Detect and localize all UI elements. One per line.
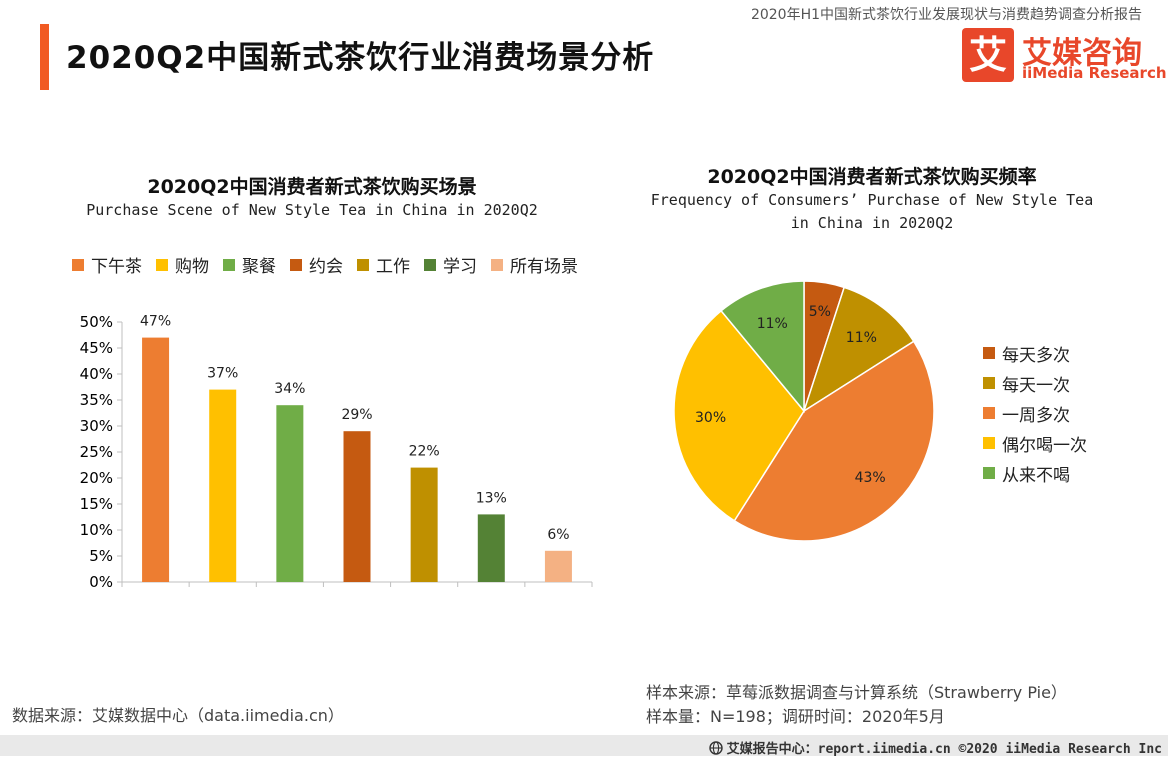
bar-value-label: 37%	[207, 366, 238, 382]
legend-swatch	[983, 437, 995, 449]
y-tick-label: 15%	[80, 495, 113, 513]
legend-swatch	[424, 258, 436, 271]
bar-chart-subtitle: Purchase Scene of New Style Tea in China…	[86, 201, 538, 219]
y-tick-label: 10%	[80, 521, 113, 539]
bar-value-label: 34%	[274, 381, 305, 397]
pie-chart-title: 2020Q2中国消费者新式茶饮购买频率	[707, 166, 1037, 188]
legend-item: 聚餐	[223, 252, 276, 277]
legend-swatch	[983, 407, 995, 419]
legend-swatch	[357, 258, 369, 271]
bar-chart-title: 2020Q2中国消费者新式茶饮购买场景	[147, 176, 477, 198]
y-tick-label: 45%	[80, 339, 113, 357]
sample-size: 样本量：N=198；调研时间：2020年5月	[646, 707, 945, 726]
pie-slice-每天一次	[802, 286, 915, 413]
legend-label: 下午茶	[91, 257, 142, 277]
bar-购物	[209, 389, 237, 582]
y-tick-label: 30%	[80, 417, 113, 435]
bar-value-label: 29%	[341, 407, 372, 423]
y-tick-label: 35%	[80, 391, 113, 409]
bar-chart-legend: 下午茶 购物 聚餐 约会 工作 学习 所有场景	[72, 252, 578, 277]
bar-学习	[477, 514, 505, 582]
y-tick-label: 40%	[80, 365, 113, 383]
pie-legend-item: 每天多次	[983, 338, 1087, 368]
pie-chart-subtitle-line1: Frequency of Consumers’ Purchase of New …	[650, 191, 1094, 209]
legend-label: 约会	[309, 257, 343, 277]
y-tick-label: 50%	[80, 313, 113, 331]
pie-chart-subtitle-line2: in China in 2020Q2	[790, 214, 954, 232]
y-tick-label: 0%	[89, 573, 113, 591]
legend-item: 所有场景	[491, 252, 578, 277]
pie-legend-item: 偶尔喝一次	[983, 428, 1087, 458]
bottom-credit-text: 艾媒报告中心：report.iimedia.cn ©2020 iiMedia R…	[726, 742, 1162, 757]
legend-label: 一周多次	[1002, 405, 1070, 426]
bar-聚餐	[276, 405, 304, 582]
pie-value-label: 11%	[757, 316, 788, 332]
logo-mark: 艾	[962, 28, 1014, 82]
bottom-credit: 艾媒报告中心：report.iimedia.cn ©2020 iiMedia R…	[708, 738, 1162, 757]
legend-item: 约会	[290, 252, 343, 277]
legend-label: 每天一次	[1002, 375, 1070, 396]
bar-chart: 0% 5% 10% 15% 20% 25% 30% 35% 40% 45% 50% 47% 37% 34%…	[80, 313, 593, 591]
legend-swatch	[223, 258, 235, 271]
iimedia-logo: 艾 艾媒咨询 iiMedia Research	[962, 28, 1167, 84]
bottom-bar	[0, 735, 1168, 756]
legend-item: 购物	[156, 252, 209, 277]
pie-legend-item: 每天一次	[983, 368, 1087, 398]
bar-value-label: 47%	[140, 314, 171, 330]
pie-slice-一周多次	[733, 340, 935, 542]
legend-swatch	[983, 467, 995, 479]
legend-swatch	[72, 258, 84, 271]
pie-value-label: 30%	[695, 410, 726, 426]
legend-item: 下午茶	[72, 252, 142, 277]
report-title: 2020年H1中国新式茶饮行业发展现状与消费趋势调查分析报告	[750, 7, 1142, 23]
bar-所有场景	[544, 550, 572, 582]
legend-swatch	[156, 258, 168, 271]
bar-value-label: 13%	[476, 490, 507, 506]
pie-chart: 5% 11% 43% 30% 11%	[673, 280, 935, 542]
pie-slice-偶尔喝一次	[673, 309, 805, 522]
page-title: 2020Q2中国新式茶饮行业消费场景分析	[66, 40, 655, 76]
legend-swatch	[491, 258, 503, 271]
logo-name-cn: 艾媒咨询	[1022, 36, 1142, 71]
pie-value-label: 5%	[809, 304, 831, 320]
y-tick-label: 5%	[89, 547, 113, 565]
pie-legend-item: 一周多次	[983, 398, 1087, 428]
sample-source: 样本来源：草莓派数据调查与计算系统（Strawberry Pie）	[646, 683, 1067, 702]
pie-value-label: 43%	[855, 470, 886, 486]
y-tick-label: 25%	[80, 443, 113, 461]
y-tick-label: 20%	[80, 469, 113, 487]
bar-约会	[343, 431, 371, 582]
pie-value-label: 11%	[846, 330, 877, 346]
legend-label: 学习	[443, 257, 477, 277]
pie-slice-从来不喝	[720, 280, 805, 414]
data-source: 数据来源：艾媒数据中心（data.iimedia.cn）	[12, 706, 344, 725]
bar-工作	[410, 467, 438, 582]
pie-chart-legend: 每天多次每天一次一周多次偶尔喝一次从来不喝	[983, 338, 1087, 488]
legend-label: 聚餐	[242, 257, 276, 277]
legend-label: 从来不喝	[1002, 465, 1070, 486]
bar-value-label: 6%	[547, 527, 569, 543]
logo-name-en: iiMedia Research	[1022, 64, 1167, 82]
bar-value-label: 22%	[409, 444, 440, 460]
legend-label: 工作	[376, 257, 410, 277]
legend-swatch	[983, 347, 995, 359]
legend-label: 所有场景	[510, 257, 578, 277]
pie-legend-item: 从来不喝	[983, 458, 1087, 488]
legend-label: 偶尔喝一次	[1002, 435, 1087, 456]
legend-item: 学习	[424, 252, 477, 277]
legend-swatch	[290, 258, 302, 271]
bar-下午茶	[142, 337, 170, 582]
legend-label: 购物	[175, 257, 209, 277]
legend-item: 工作	[357, 252, 410, 277]
globe-icon	[708, 740, 723, 755]
legend-swatch	[983, 377, 995, 389]
title-accent-bar	[40, 24, 49, 90]
legend-label: 每天多次	[1002, 345, 1070, 366]
